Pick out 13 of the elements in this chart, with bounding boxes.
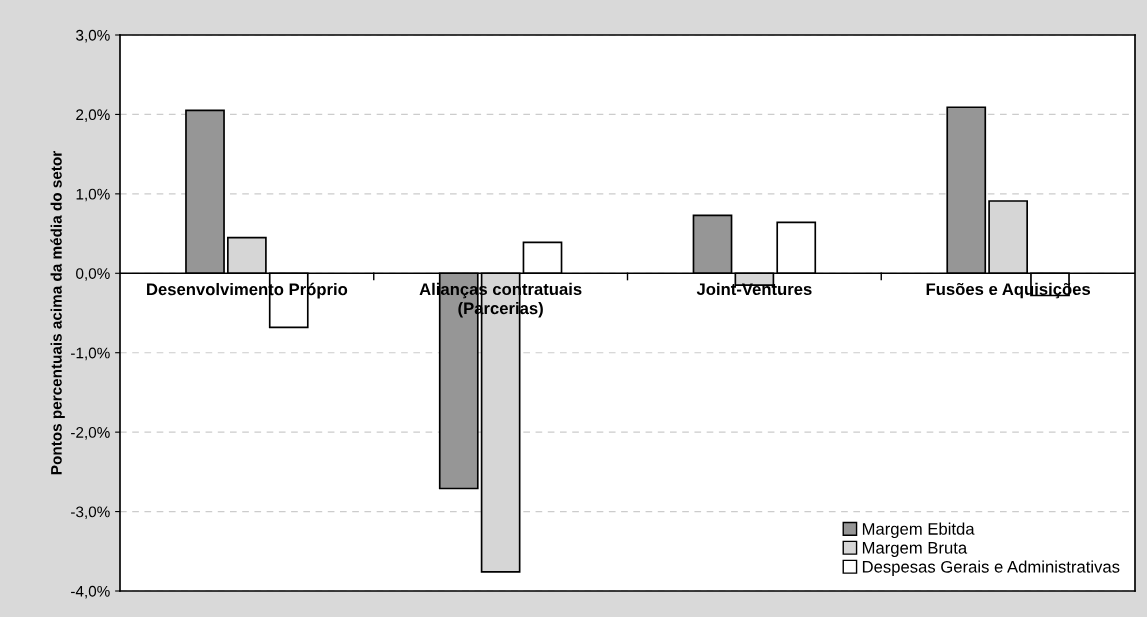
y-tick-label: 2,0% xyxy=(76,109,110,122)
y-tick-label: 0,0% xyxy=(76,268,110,281)
legend-label: Margem Ebitda xyxy=(862,522,975,539)
x-tick-label: Joint-Ventures xyxy=(696,282,812,296)
y-tick-label: -4,0% xyxy=(71,585,110,599)
legend-label: Margem Bruta xyxy=(862,542,968,558)
legend-label: Despesas Gerais e Administrativas xyxy=(862,560,1120,576)
y-tick-label: -2,0% xyxy=(71,427,110,440)
y-tick-label: 1,0% xyxy=(76,188,110,202)
y-tick-label: 3,0% xyxy=(76,29,110,43)
y-axis-title: Pontos percentuais acima da média do setor xyxy=(50,151,65,475)
y-tick-label: -3,0% xyxy=(71,506,110,520)
y-tick-label: -1,0% xyxy=(71,347,110,361)
